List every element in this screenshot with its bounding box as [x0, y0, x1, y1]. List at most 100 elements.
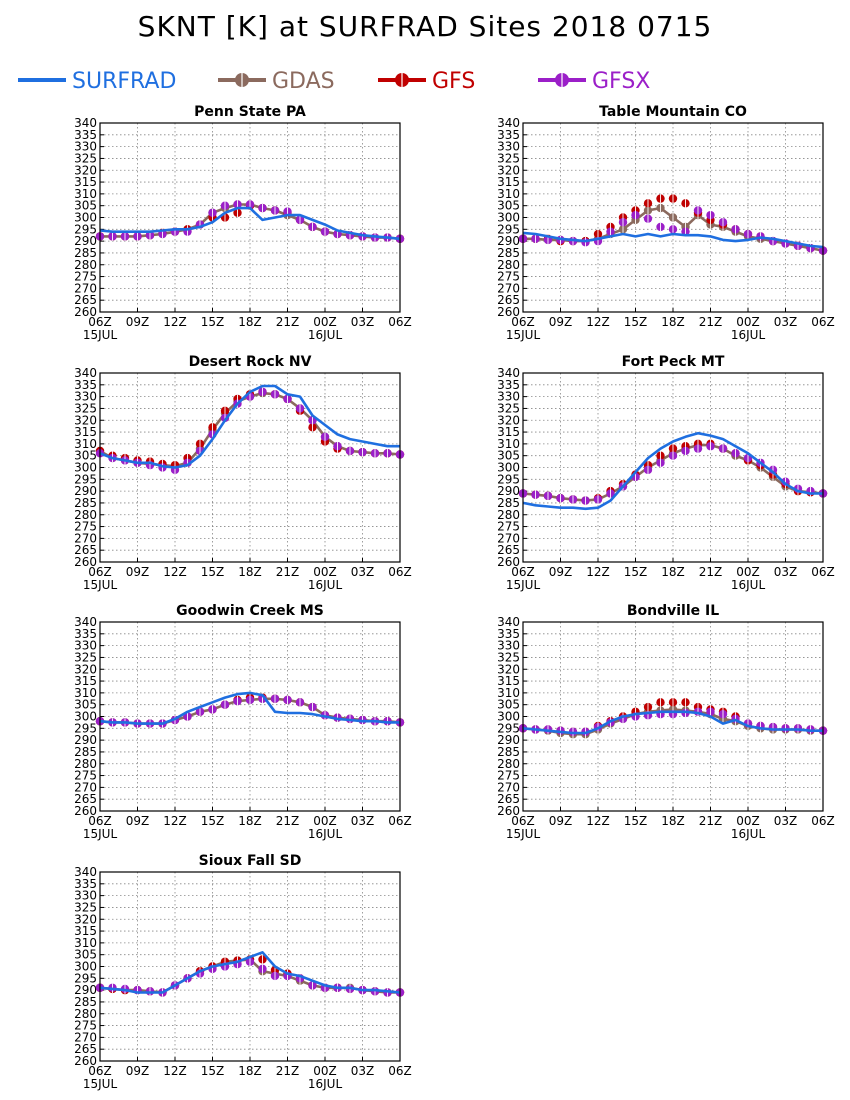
x-tick-label: 00Z	[736, 814, 760, 828]
x-tick-label: 03Z	[774, 565, 798, 579]
panel-title: Penn State PA	[194, 104, 306, 120]
x-date-label: 16JUL	[308, 1077, 343, 1091]
y-tick-label: 290	[497, 484, 520, 498]
series-line-surfrad	[522, 431, 823, 511]
y-tick-label: 285	[497, 496, 520, 510]
y-tick-label: 330	[74, 889, 97, 903]
x-date-label: 15JUL	[83, 578, 118, 592]
y-tick-label: 340	[497, 116, 520, 130]
y-tick-label: 300	[497, 211, 520, 225]
y-tick-label: 270	[497, 281, 520, 295]
x-tick-label: 21Z	[276, 1064, 300, 1078]
panel-frame	[522, 122, 824, 313]
panel-title: Bondville IL	[627, 603, 719, 619]
y-tick-label: 265	[74, 543, 97, 557]
y-tick-label: 320	[497, 413, 520, 427]
y-tick-label: 325	[74, 650, 97, 664]
x-tick-label: 09Z	[549, 565, 573, 579]
series-line-surfrad	[99, 951, 401, 994]
series-surfrad	[522, 710, 823, 735]
y-tick-label: 335	[497, 627, 520, 641]
y-tick-label: 275	[74, 520, 97, 534]
x-tick-label: 15Z	[624, 565, 648, 579]
y-tick-label: 315	[497, 674, 520, 688]
y-tick-label: 280	[497, 508, 520, 522]
x-tick-label: 06Z	[388, 814, 412, 828]
x-tick-label: 12Z	[163, 1064, 187, 1078]
y-tick-label: 280	[74, 757, 97, 771]
y-tick-label: 330	[74, 140, 97, 154]
y-tick-label: 260	[74, 305, 97, 319]
panel-frame	[99, 871, 401, 1062]
x-tick-label: 06Z	[388, 315, 412, 329]
y-tick-label: 295	[497, 721, 520, 735]
x-tick-label: 12Z	[163, 814, 187, 828]
x-tick-label: 06Z	[511, 315, 535, 329]
y-tick-label: 315	[74, 674, 97, 688]
y-tick-label: 275	[74, 1019, 97, 1033]
y-tick-label: 280	[74, 258, 97, 272]
x-date-label: 15JUL	[506, 578, 541, 592]
x-tick-label: 15Z	[201, 565, 225, 579]
y-tick-label: 260	[497, 804, 520, 818]
y-tick-label: 265	[497, 792, 520, 806]
y-tick-label: 330	[74, 390, 97, 404]
y-tick-label: 275	[497, 769, 520, 783]
x-tick-label: 21Z	[699, 315, 723, 329]
series-gfs	[518, 439, 828, 505]
y-tick-label: 320	[497, 662, 520, 676]
y-tick-label: 320	[74, 163, 97, 177]
x-tick-label: 03Z	[774, 814, 798, 828]
y-tick-label: 300	[74, 461, 97, 475]
y-tick-label: 270	[74, 1030, 97, 1044]
y-tick-label: 310	[497, 686, 520, 700]
series-line-surfrad	[522, 231, 824, 249]
y-tick-label: 340	[74, 865, 97, 879]
y-tick-label: 265	[74, 792, 97, 806]
y-tick-label: 280	[497, 258, 520, 272]
y-tick-label: 320	[74, 413, 97, 427]
y-tick-label: 265	[497, 543, 520, 557]
y-tick-label: 340	[74, 615, 97, 629]
x-date-label: 16JUL	[731, 827, 766, 841]
series-line-surfrad	[99, 384, 400, 469]
y-tick-label: 260	[497, 305, 520, 319]
y-tick-label: 315	[497, 425, 520, 439]
y-tick-label: 265	[74, 1042, 97, 1056]
y-tick-label: 325	[74, 401, 97, 415]
x-tick-label: 03Z	[774, 315, 798, 329]
x-tick-label: 12Z	[163, 565, 187, 579]
y-tick-label: 270	[74, 531, 97, 545]
x-tick-label: 09Z	[126, 1064, 150, 1078]
y-tick-label: 295	[74, 222, 97, 236]
y-tick-label: 280	[74, 1007, 97, 1021]
x-date-label: 15JUL	[506, 328, 541, 342]
y-tick-label: 325	[74, 900, 97, 914]
x-tick-label: 06Z	[388, 1064, 412, 1078]
x-tick-label: 09Z	[126, 315, 150, 329]
x-tick-label: 00Z	[313, 814, 337, 828]
y-tick-label: 335	[74, 128, 97, 142]
x-tick-label: 12Z	[163, 315, 187, 329]
y-tick-label: 325	[74, 151, 97, 165]
x-tick-label: 00Z	[736, 565, 760, 579]
y-tick-label: 295	[74, 472, 97, 486]
y-tick-label: 305	[74, 948, 97, 962]
y-tick-label: 325	[497, 401, 520, 415]
x-tick-label: 06Z	[88, 315, 112, 329]
y-tick-label: 285	[74, 745, 97, 759]
y-tick-label: 340	[74, 116, 97, 130]
legend-label-gfsx: GFSX	[592, 69, 650, 94]
x-tick-label: 06Z	[88, 814, 112, 828]
x-tick-label: 18Z	[661, 315, 685, 329]
y-tick-label: 310	[497, 187, 520, 201]
figure-title: SKNT [K] at SURFRAD Sites 2018 0715	[137, 10, 713, 43]
panel-title: Sioux Fall SD	[199, 853, 302, 869]
y-tick-label: 275	[74, 769, 97, 783]
y-tick-label: 270	[74, 780, 97, 794]
y-tick-label: 320	[74, 912, 97, 926]
legend-label-surfrad: SURFRAD	[72, 69, 176, 94]
series-surfrad	[522, 431, 823, 511]
y-tick-label: 285	[74, 496, 97, 510]
x-tick-label: 21Z	[276, 565, 300, 579]
